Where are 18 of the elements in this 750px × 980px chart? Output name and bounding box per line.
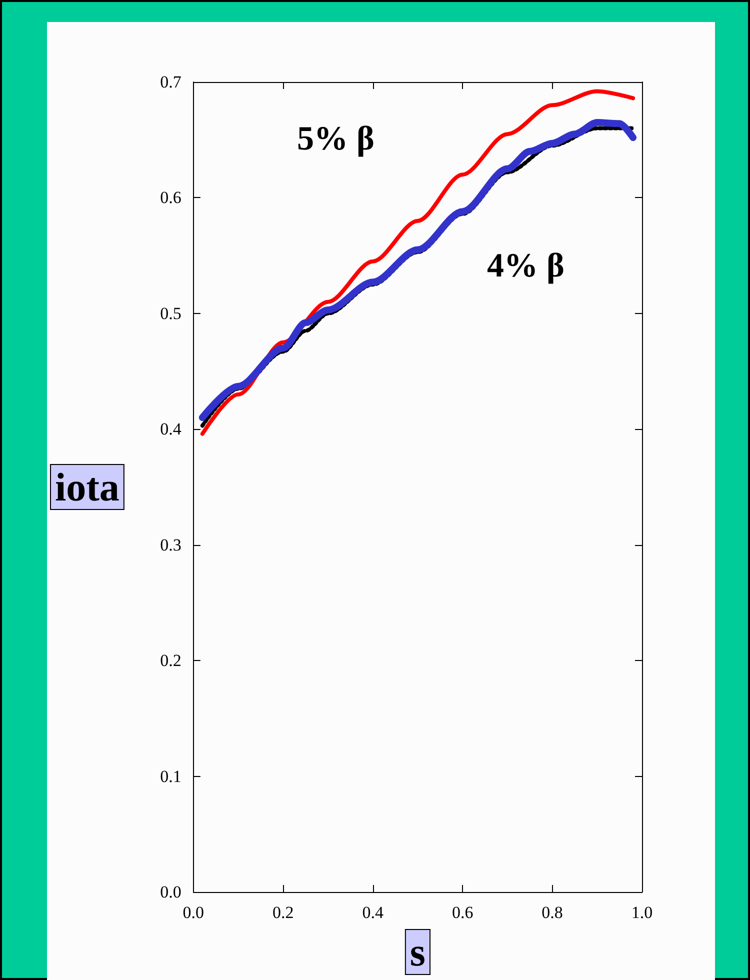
annotation: 5% β: [297, 120, 374, 158]
x-tick-label: 1.0: [631, 903, 653, 922]
y-tick-label: 0.0: [160, 882, 182, 902]
y-tick-label: 0.2: [160, 651, 182, 670]
x-tick-label: 0.8: [542, 903, 563, 922]
x-axis-title: s: [410, 930, 426, 974]
x-tick-label: 0.2: [272, 903, 294, 922]
y-tick-label: 0.6: [160, 188, 182, 208]
y-tick-label: 0.7: [160, 72, 182, 92]
y-tick-label: 0.1: [160, 766, 182, 786]
y-tick-label: 0.3: [160, 535, 182, 554]
y-tick-label: 0.5: [160, 304, 182, 323]
x-tick-label: 0.6: [452, 903, 474, 922]
y-tick-label: 0.4: [160, 420, 182, 439]
y-axis-title: iota: [54, 464, 120, 510]
x-tick-label: 0.0: [182, 903, 204, 922]
x-tick-label: 0.4: [362, 903, 384, 922]
annotation: 4% β: [487, 248, 564, 284]
